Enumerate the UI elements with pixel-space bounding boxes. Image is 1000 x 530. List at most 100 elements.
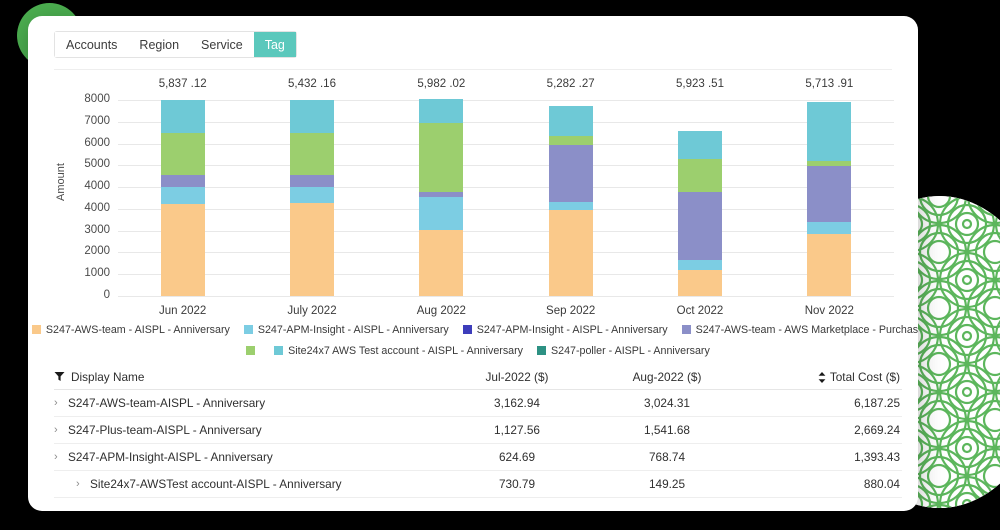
tab-tag-label: Tag: [264, 37, 285, 52]
chart-legend: S247-AWS-team - AISPL - Anniversary S247-…: [31, 319, 918, 361]
bar-segment[interactable]: [807, 233, 852, 296]
legend-item[interactable]: [246, 346, 260, 355]
chevron-right-icon[interactable]: ›: [76, 477, 80, 490]
column-header-jul[interactable]: Jul-2022 ($): [442, 370, 592, 384]
tab-region-label: Region: [139, 37, 180, 52]
bar-total-label: 5,837 .12: [158, 78, 207, 90]
stacked-bar[interactable]: [419, 98, 464, 296]
bar-segment[interactable]: [290, 174, 334, 187]
bar-segment[interactable]: [419, 196, 464, 230]
bar-segment[interactable]: [548, 210, 593, 296]
bar-segment[interactable]: [160, 204, 205, 296]
cost-table: Display Name Jul-2022 ($) Aug-2022 ($) T…: [54, 364, 902, 498]
bar-segment[interactable]: [419, 123, 464, 192]
table-cell-jul: 1,127.56: [494, 423, 540, 437]
legend-item[interactable]: S247-poller - AISPL - Anniversary: [537, 345, 710, 357]
bar-segment[interactable]: [160, 133, 205, 175]
bar-segment[interactable]: [548, 201, 593, 211]
bar-segment[interactable]: [678, 158, 722, 192]
x-axis-tick: Jun 2022: [159, 305, 207, 317]
bar-segment[interactable]: [807, 222, 852, 234]
x-axis-tick: Nov 2022: [804, 305, 854, 317]
gridline: [118, 100, 894, 101]
tab-service[interactable]: Service: [190, 32, 254, 57]
x-axis-tick: Oct 2022: [676, 305, 724, 317]
bar-total-label: 5,282 .27: [546, 78, 595, 90]
stacked-bar[interactable]: [548, 106, 593, 296]
table-cell-aug: 149.25: [648, 477, 686, 491]
filter-tabstrip: Accounts Region Service Tag: [54, 31, 297, 58]
bar-segment[interactable]: [290, 203, 334, 296]
chart-plot-area: 8000 7000 6000 5000 4000 4000 3000 2000 1000 0 5,8…: [84, 78, 894, 317]
stacked-bar[interactable]: [678, 130, 722, 296]
table-cell-display-name: › S247-AWS-team-AISPL - Anniversary: [54, 396, 442, 410]
table-cell-display-name: › S247-Plus-team-AISPL - Anniversary: [54, 423, 442, 437]
bar-segment[interactable]: [419, 229, 464, 296]
bar-segment[interactable]: [290, 100, 334, 134]
bar-segment[interactable]: [678, 130, 722, 159]
legend-label: Site24x7 AWS Test account - AISPL - Anni…: [288, 344, 524, 357]
chevron-right-icon[interactable]: ›: [54, 423, 58, 436]
table-cell-display-name: › Site24x7-AWSTest account-AISPL - Annive…: [54, 477, 442, 491]
bar-segment[interactable]: [290, 133, 334, 175]
column-header-total[interactable]: Total Cost ($): [742, 370, 902, 384]
bar-segment[interactable]: [160, 100, 205, 134]
legend-item[interactable]: S247-APM-Insight - AISPL - Anniversary: [462, 323, 668, 336]
column-header-display-name[interactable]: Display Name: [54, 370, 442, 384]
table-row[interactable]: › S247-Plus-team-AISPL - Anniversary 1,127…: [54, 417, 902, 444]
legend-item[interactable]: S247-AWS-team - AISPL - Anniversary: [31, 324, 230, 336]
table-row[interactable]: › S247-APM-Insight-AISPL - Anniversary 624…: [54, 444, 902, 471]
legend-label: S247-poller - AISPL - Anniversary: [551, 344, 710, 357]
bar-segment[interactable]: [807, 166, 852, 223]
column-header-aug[interactable]: Aug-2022 ($): [592, 370, 742, 384]
y-axis-tick: 5000: [84, 158, 110, 170]
legend-swatch: [274, 346, 284, 355]
bar-segment[interactable]: [290, 186, 334, 204]
legend-item[interactable]: S247-AWS-team - AWS Marketplace - Purcha…: [681, 324, 918, 336]
stacked-bar[interactable]: [160, 100, 205, 296]
legend-item[interactable]: Site24x7 AWS Test account - AISPL - Anni…: [274, 345, 523, 357]
bar-segment[interactable]: [419, 191, 464, 197]
legend-item[interactable]: S247-APM-Insight - AISPL - Anniversary: [243, 324, 449, 336]
y-axis-tick: 4000: [84, 202, 110, 214]
column-header-aug-label: Aug-2022 ($): [632, 369, 702, 384]
bar-segment[interactable]: [548, 145, 593, 202]
chevron-right-icon[interactable]: ›: [54, 396, 58, 409]
table-cell-total: 880.04: [863, 477, 900, 491]
stacked-bar[interactable]: [290, 100, 334, 296]
x-axis-tick: July 2022: [287, 305, 337, 317]
gridline: [118, 144, 894, 145]
sort-icon[interactable]: [818, 371, 826, 383]
stacked-bar-chart: Amount 8000 7000 6000 5000 4000 4000 3000 2000 1…: [50, 72, 898, 322]
tab-tag[interactable]: Tag: [253, 32, 296, 57]
x-axis-tick: Sep 2022: [546, 305, 596, 317]
bar-segment[interactable]: [807, 161, 852, 167]
filter-icon[interactable]: [54, 371, 65, 382]
y-axis-tick: 1000: [84, 267, 110, 279]
bar-segment[interactable]: [160, 186, 205, 205]
bar-segment[interactable]: [807, 102, 852, 162]
bar-segment[interactable]: [548, 135, 593, 146]
bar-segment[interactable]: [678, 191, 722, 261]
y-axis-tick: 4000: [84, 180, 110, 192]
bar-segment[interactable]: [548, 106, 593, 136]
chevron-right-icon[interactable]: ›: [54, 450, 58, 463]
gridline: [118, 209, 894, 210]
stacked-bar[interactable]: [807, 102, 852, 296]
tab-accounts[interactable]: Accounts: [55, 32, 129, 57]
table-cell-total: 1,393.43: [854, 450, 900, 464]
table-row[interactable]: › Site24x7-AWSTest account-AISPL - Annive…: [54, 471, 902, 498]
gridline: [118, 122, 894, 123]
bar-segment[interactable]: [160, 174, 205, 187]
bar-segment[interactable]: [678, 260, 722, 271]
bar-segment[interactable]: [678, 270, 722, 296]
table-cell-display-name: › S247-APM-Insight-AISPL - Anniversary: [54, 450, 442, 464]
table-row[interactable]: › S247-AWS-team-AISPL - Anniversary 3,162.…: [54, 390, 902, 417]
tab-region[interactable]: Region: [128, 32, 191, 57]
tab-service-label: Service: [201, 37, 243, 52]
table-cell-total: 2,669.24: [854, 423, 900, 437]
legend-label: S247-APM-Insight - AISPL - Anniversary: [476, 323, 668, 336]
bar-segment[interactable]: [419, 98, 464, 124]
y-axis-tick: 7000: [84, 115, 110, 127]
legend-swatch: [246, 346, 256, 355]
